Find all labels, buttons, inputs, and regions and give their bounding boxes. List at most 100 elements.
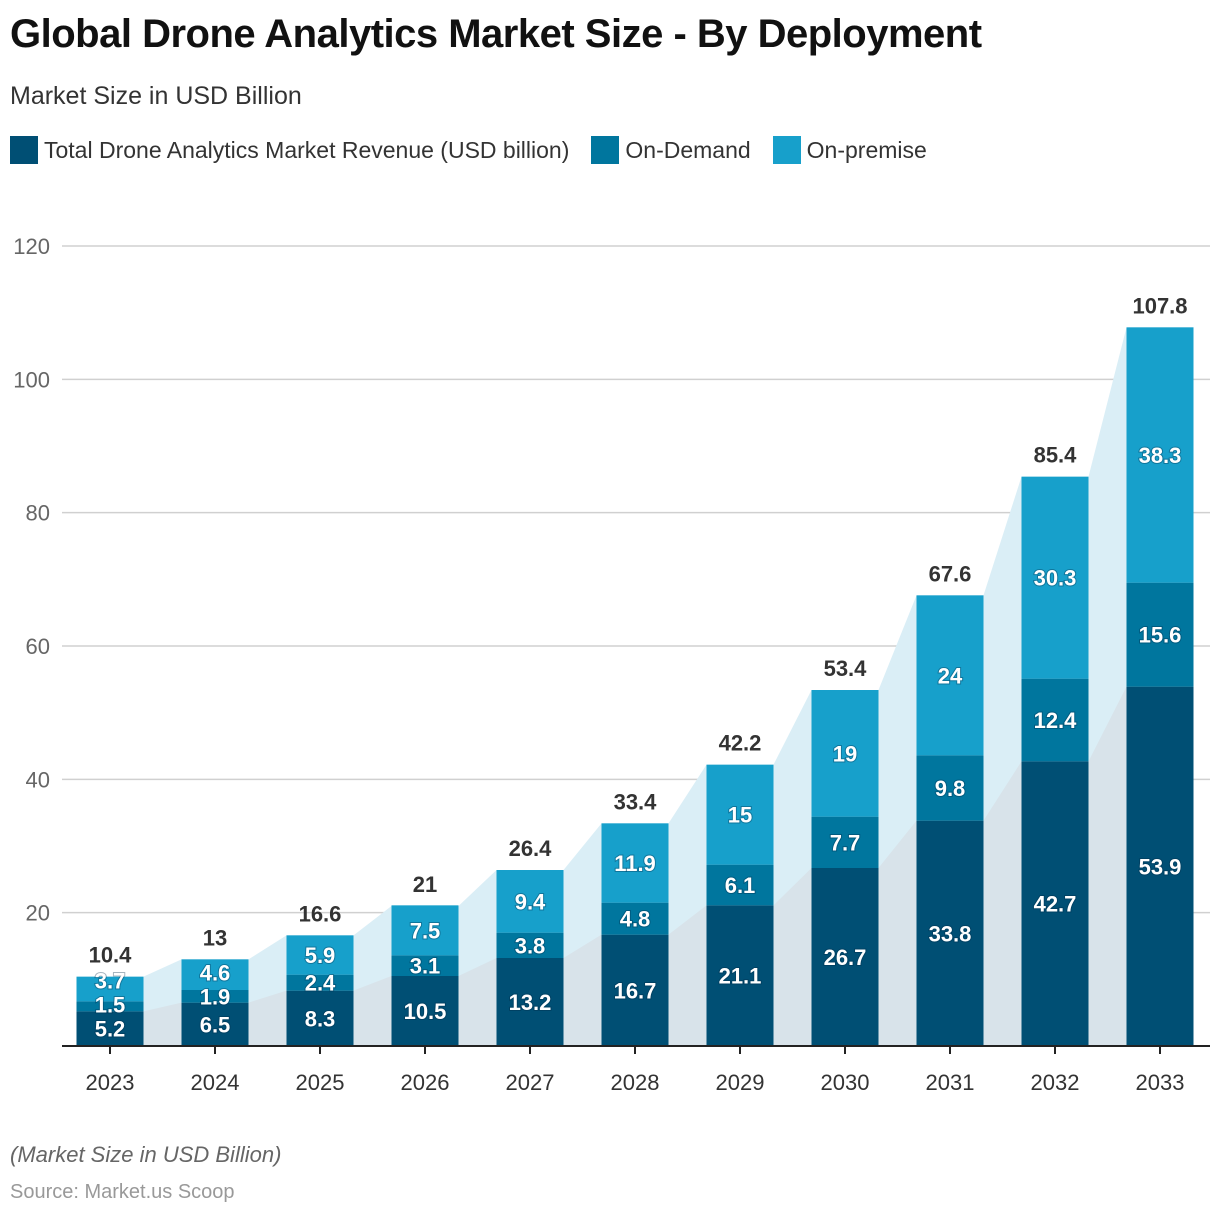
x-tick-label: 2028: [611, 1070, 660, 1095]
data-label: 6.1: [725, 873, 756, 898]
bar-segment: [76, 976, 144, 1002]
bar-segment: [811, 868, 879, 1046]
bar-segment: [1126, 327, 1194, 583]
x-tick-label: 2023: [86, 1070, 135, 1095]
legend: Total Drone Analytics Market Revenue (US…: [10, 136, 927, 164]
data-label: 11.9: [614, 851, 656, 876]
x-tick-label: 2025: [296, 1070, 345, 1095]
data-label: 9.4: [515, 889, 546, 914]
data-label: 5.2: [95, 1017, 126, 1042]
y-tick-label: 100: [13, 367, 50, 392]
bar-segment: [706, 764, 774, 865]
data-label: 33.8: [929, 921, 972, 946]
bar-segment: [1126, 582, 1194, 687]
data-label: 21.1: [719, 964, 762, 989]
bar-segment: [601, 823, 669, 903]
data-label: 42.7: [1034, 892, 1077, 917]
data-label: 4.8: [620, 907, 651, 932]
data-label: 4.6: [200, 960, 231, 985]
data-label: 19: [833, 741, 857, 766]
bar-segment: [1021, 678, 1089, 762]
data-label: 8.3: [305, 1006, 336, 1031]
x-tick-label: 2027: [506, 1070, 555, 1095]
data-label: 26.7: [824, 945, 867, 970]
bar-segment: [181, 959, 249, 990]
bar-segment: [181, 990, 249, 1003]
total-label: 21: [413, 872, 437, 897]
bar-segment: [496, 932, 564, 958]
x-tick-label: 2032: [1031, 1070, 1080, 1095]
bar-segment: [496, 870, 564, 933]
bar-segment: [601, 902, 669, 935]
data-label: 3.7: [95, 969, 126, 994]
data-label: 6.5: [200, 1012, 231, 1037]
data-label: 3.1: [410, 954, 441, 979]
base-area: [76, 686, 1194, 1046]
data-label: 10.5: [404, 999, 447, 1024]
data-label: 13.2: [509, 990, 552, 1015]
total-label: 16.6: [299, 901, 342, 926]
bar-segment: [601, 934, 669, 1046]
total-label: 85.4: [1034, 443, 1078, 468]
bar-segment: [1021, 761, 1089, 1046]
legend-item-total[interactable]: Total Drone Analytics Market Revenue (US…: [10, 136, 569, 164]
x-tick-label: 2029: [716, 1070, 765, 1095]
y-tick-label: 60: [26, 634, 50, 659]
data-label: 38.3: [1139, 443, 1182, 468]
bar-segment: [916, 755, 984, 821]
legend-swatch: [10, 136, 38, 164]
bar-segment: [916, 595, 984, 756]
total-label: 53.4: [824, 656, 868, 681]
x-tick-label: 2026: [401, 1070, 450, 1095]
bar-segment: [811, 816, 879, 868]
bar-segment: [706, 864, 774, 906]
total-label: 10.4: [89, 943, 133, 968]
data-label: 3.8: [515, 933, 546, 958]
chart-source: Source: Market.us Scoop: [10, 1181, 235, 1203]
bar-segment: [391, 976, 459, 1046]
y-tick-label: 40: [26, 767, 50, 792]
total-label: 26.4: [509, 836, 553, 861]
total-label: 107.8: [1132, 293, 1187, 318]
data-label: 1.5: [95, 993, 126, 1018]
bar-segment: [391, 905, 459, 956]
legend-swatch: [591, 136, 620, 164]
bar-segment: [286, 935, 354, 975]
bar-segment: [391, 955, 459, 976]
data-label: 9.8: [935, 776, 966, 801]
legend-label: Total Drone Analytics Market Revenue (US…: [44, 136, 570, 163]
data-label: 2.4: [305, 971, 336, 996]
legend-swatch: [772, 136, 801, 164]
total-label: 67.6: [929, 561, 972, 586]
total-label: 13: [203, 925, 227, 950]
bar-segment: [1126, 686, 1194, 1046]
total-label: 33.4: [614, 789, 658, 814]
data-label: 15.6: [1139, 623, 1182, 648]
legend-label: On-Demand: [625, 136, 751, 163]
data-label: 15: [728, 803, 752, 828]
chart-subtitle: Market Size in USD Billion: [10, 82, 302, 110]
data-label: 12.4: [1034, 708, 1078, 733]
data-label: 5.9: [305, 943, 336, 968]
y-tick-label: 80: [26, 501, 50, 526]
chart-title: Global Drone Analytics Market Size - By …: [10, 12, 982, 56]
y-tick-label: 120: [13, 234, 50, 259]
bar-segment: [181, 1002, 249, 1046]
x-tick-label: 2024: [191, 1070, 240, 1095]
bar-segment: [76, 1011, 144, 1046]
data-label: 16.7: [614, 978, 657, 1003]
data-label: 24: [938, 663, 963, 688]
bar-segment: [286, 990, 354, 1046]
x-tick-label: 2030: [821, 1070, 870, 1095]
data-label: 1.9: [200, 984, 231, 1009]
data-label: 7.5: [410, 918, 441, 943]
chart-note: (Market Size in USD Billion): [10, 1142, 282, 1167]
legend-item-on-demand[interactable]: On-Demand: [591, 136, 751, 164]
x-tick-label: 2031: [926, 1070, 975, 1095]
legend-item-on-premise[interactable]: On-premise: [772, 136, 927, 164]
data-label: 30.3: [1034, 566, 1077, 591]
bar-segment: [706, 905, 774, 1046]
bar-segment: [811, 690, 879, 817]
data-label: 7.7: [830, 830, 861, 855]
